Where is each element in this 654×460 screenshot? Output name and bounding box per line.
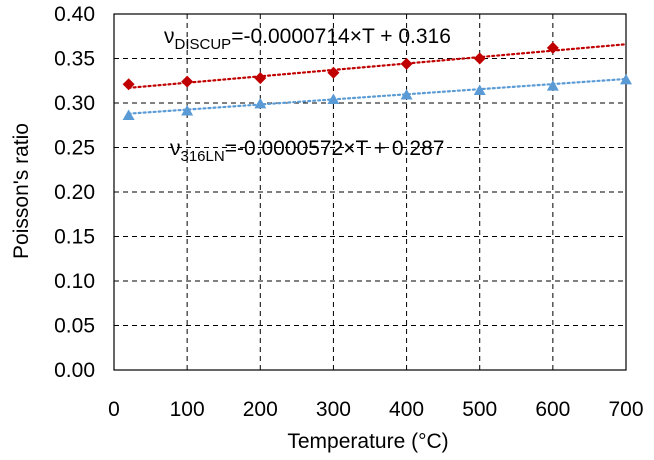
x-tick-label: 100 bbox=[170, 398, 205, 421]
data-markers bbox=[122, 41, 632, 120]
x-tick-label: 500 bbox=[462, 398, 497, 421]
triangle-marker bbox=[122, 109, 135, 120]
triangle-marker bbox=[546, 80, 559, 91]
y-tick-label: 0.05 bbox=[54, 315, 95, 338]
diamond-marker bbox=[254, 72, 267, 85]
x-tick-label: 600 bbox=[535, 398, 570, 421]
discup-equation: =-0.0000714×T + 0.316 bbox=[231, 25, 451, 48]
discup-subscript: DISCUP bbox=[175, 36, 232, 53]
y-tick-label: 0.15 bbox=[54, 226, 95, 249]
discup-nu-symbol: ν bbox=[164, 25, 175, 48]
316ln-equation: =-0.0000572×T + 0.287 bbox=[225, 137, 445, 160]
diamond-marker bbox=[473, 52, 486, 65]
triangle-marker bbox=[327, 93, 340, 104]
y-tick-label: 0.35 bbox=[54, 48, 95, 71]
triangle-marker bbox=[620, 73, 632, 85]
y-tick-label: 0.00 bbox=[54, 359, 95, 382]
trendline-series-0 bbox=[127, 43, 628, 89]
x-tick-label: 300 bbox=[316, 398, 351, 421]
discup-equation-annotation: νDISCUP=-0.0000714×T + 0.316 bbox=[164, 25, 451, 53]
diamond-marker bbox=[181, 75, 194, 88]
x-tick-label: 200 bbox=[243, 398, 278, 421]
x-tick-label: 400 bbox=[389, 398, 424, 421]
triangle-marker bbox=[181, 105, 194, 116]
y-tick-label: 0.30 bbox=[54, 92, 95, 115]
316ln-nu-symbol: ν bbox=[170, 137, 181, 160]
diamond-marker bbox=[122, 78, 135, 91]
316ln-subscript: 316LN bbox=[181, 148, 225, 165]
diamond-marker bbox=[400, 57, 413, 70]
diamond-marker bbox=[546, 41, 559, 54]
diamond-marker bbox=[327, 66, 340, 79]
x-tick-label: 700 bbox=[608, 398, 643, 421]
y-tick-label: 0.40 bbox=[54, 3, 95, 26]
y-tick-label: 0.25 bbox=[54, 137, 95, 160]
plot-frame bbox=[113, 13, 627, 371]
y-axis-tick-labels: 0.00 0.05 0.10 0.15 0.20 0.25 0.30 0.35 0.40 bbox=[54, 3, 95, 382]
y-tick-label: 0.10 bbox=[54, 270, 95, 293]
y-axis-label: Poisson's ratio bbox=[10, 123, 33, 259]
grid-lines bbox=[114, 14, 626, 370]
x-tick-label: 0 bbox=[108, 398, 120, 421]
trendline-series-1 bbox=[127, 77, 628, 115]
y-tick-label: 0.20 bbox=[54, 181, 95, 204]
316ln-equation-annotation: ν316LN=-0.0000572×T + 0.287 bbox=[170, 137, 444, 165]
x-axis-label: Temperature (°C) bbox=[287, 430, 448, 453]
triangle-marker bbox=[473, 84, 486, 96]
triangle-marker bbox=[254, 97, 267, 109]
trendlines bbox=[127, 43, 628, 115]
triangle-marker bbox=[400, 88, 413, 100]
x-axis-tick-labels: 0 100 200 300 400 500 600 700 bbox=[108, 398, 643, 421]
